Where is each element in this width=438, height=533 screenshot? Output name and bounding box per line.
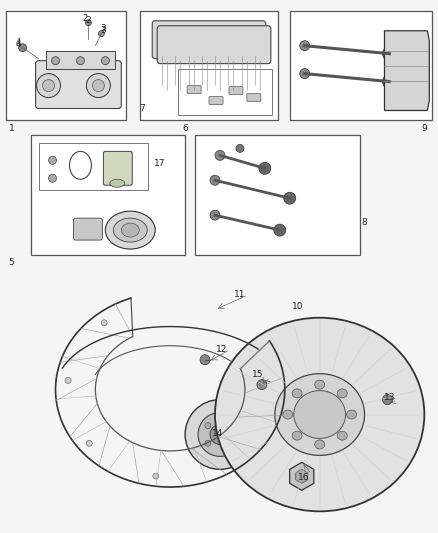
Text: 6: 6 — [182, 124, 188, 133]
Text: 2: 2 — [83, 14, 88, 23]
Text: 8: 8 — [361, 217, 367, 227]
Circle shape — [49, 156, 57, 164]
Circle shape — [52, 56, 60, 64]
Ellipse shape — [215, 318, 424, 511]
Circle shape — [232, 432, 238, 438]
Text: 1: 1 — [9, 124, 14, 133]
Text: 11: 11 — [234, 290, 246, 300]
Bar — [140, 11, 278, 120]
Bar — [6, 11, 126, 120]
Text: 13: 13 — [384, 393, 395, 402]
Circle shape — [85, 20, 92, 26]
Circle shape — [222, 417, 228, 423]
Bar — [178, 69, 272, 116]
Bar — [290, 11, 432, 120]
Polygon shape — [296, 470, 308, 483]
Polygon shape — [385, 31, 429, 110]
Circle shape — [382, 75, 396, 88]
Ellipse shape — [292, 389, 302, 398]
Text: 3: 3 — [101, 25, 106, 33]
Circle shape — [200, 355, 210, 365]
Circle shape — [185, 400, 255, 470]
Circle shape — [210, 210, 220, 220]
Circle shape — [274, 224, 286, 236]
Polygon shape — [290, 462, 314, 490]
FancyBboxPatch shape — [35, 61, 121, 109]
Circle shape — [268, 402, 274, 408]
Circle shape — [300, 69, 310, 78]
Ellipse shape — [337, 389, 347, 398]
Circle shape — [42, 79, 54, 92]
Text: 7: 7 — [139, 104, 145, 113]
Circle shape — [210, 424, 230, 445]
FancyBboxPatch shape — [187, 86, 201, 94]
Ellipse shape — [121, 223, 139, 237]
Ellipse shape — [314, 380, 325, 389]
Circle shape — [222, 446, 228, 451]
Circle shape — [37, 74, 60, 98]
Circle shape — [65, 377, 71, 383]
Circle shape — [99, 31, 104, 37]
Text: 12: 12 — [216, 345, 228, 354]
Circle shape — [210, 175, 220, 185]
Text: 5: 5 — [9, 257, 14, 266]
Ellipse shape — [110, 179, 125, 187]
Circle shape — [227, 457, 233, 463]
Text: 14: 14 — [212, 429, 224, 438]
Circle shape — [153, 473, 159, 479]
Text: 2: 2 — [85, 17, 91, 25]
Ellipse shape — [346, 410, 357, 419]
Bar — [31, 135, 185, 255]
Ellipse shape — [113, 218, 147, 242]
Circle shape — [259, 163, 271, 174]
FancyBboxPatch shape — [229, 86, 243, 94]
Bar — [46, 51, 115, 69]
Circle shape — [236, 144, 244, 152]
Text: 16: 16 — [298, 473, 310, 482]
Ellipse shape — [292, 431, 302, 440]
Text: 4: 4 — [16, 40, 21, 49]
Text: 9: 9 — [422, 124, 427, 133]
Text: 3: 3 — [100, 26, 106, 35]
Ellipse shape — [275, 374, 364, 455]
Ellipse shape — [294, 391, 346, 439]
Ellipse shape — [337, 431, 347, 440]
Circle shape — [205, 440, 211, 446]
Text: 10: 10 — [292, 302, 304, 311]
Circle shape — [49, 174, 57, 182]
Circle shape — [382, 47, 396, 61]
Circle shape — [284, 192, 296, 204]
FancyBboxPatch shape — [209, 96, 223, 104]
Circle shape — [77, 56, 85, 64]
Circle shape — [257, 379, 267, 390]
Circle shape — [86, 440, 92, 446]
FancyBboxPatch shape — [157, 26, 271, 63]
Circle shape — [382, 394, 392, 405]
Circle shape — [86, 74, 110, 98]
Bar — [39, 143, 148, 190]
Text: 4: 4 — [16, 38, 21, 47]
FancyBboxPatch shape — [74, 218, 102, 240]
Ellipse shape — [283, 410, 293, 419]
FancyBboxPatch shape — [103, 151, 132, 185]
Text: 15: 15 — [252, 370, 264, 379]
Ellipse shape — [106, 211, 155, 249]
Text: 17: 17 — [154, 159, 166, 168]
FancyBboxPatch shape — [152, 21, 266, 59]
Circle shape — [198, 413, 242, 456]
Circle shape — [92, 79, 104, 92]
FancyBboxPatch shape — [247, 94, 261, 101]
Bar — [195, 135, 360, 255]
Circle shape — [205, 423, 211, 429]
Circle shape — [101, 320, 107, 326]
Ellipse shape — [314, 440, 325, 449]
Circle shape — [215, 150, 225, 160]
Circle shape — [300, 41, 310, 51]
Circle shape — [19, 44, 27, 52]
Circle shape — [101, 56, 110, 64]
